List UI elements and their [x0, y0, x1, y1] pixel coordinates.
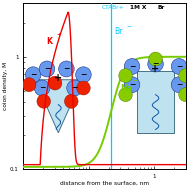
Circle shape [48, 76, 62, 90]
Circle shape [34, 80, 50, 96]
Circle shape [39, 61, 55, 77]
Text: −: − [30, 70, 36, 79]
Text: −: − [176, 80, 182, 89]
Circle shape [124, 59, 140, 74]
Text: −: − [63, 64, 70, 74]
Polygon shape [137, 71, 174, 133]
Circle shape [64, 94, 78, 108]
Text: −: − [39, 84, 45, 93]
Circle shape [124, 77, 140, 93]
Circle shape [76, 67, 91, 83]
Text: −: − [129, 80, 135, 89]
Text: Na: Na [120, 84, 132, 93]
Circle shape [148, 56, 163, 72]
Text: −: − [176, 62, 182, 71]
Circle shape [37, 94, 50, 108]
Text: K: K [46, 37, 52, 46]
Circle shape [77, 81, 90, 95]
Text: −: − [152, 60, 159, 68]
Text: +: + [152, 64, 160, 74]
Circle shape [171, 59, 187, 74]
Text: +: + [132, 78, 137, 83]
Text: Br: Br [114, 27, 122, 36]
Circle shape [179, 69, 189, 83]
Circle shape [149, 52, 162, 66]
Polygon shape [35, 80, 82, 133]
Circle shape [171, 77, 187, 93]
Text: CTABr+: CTABr+ [101, 5, 124, 10]
Y-axis label: coion density, M: coion density, M [3, 62, 9, 110]
Circle shape [59, 61, 74, 77]
Circle shape [22, 78, 36, 92]
Text: Br: Br [158, 5, 165, 10]
Text: −: − [44, 64, 50, 74]
Circle shape [179, 88, 189, 102]
Text: −: − [71, 84, 78, 93]
Circle shape [25, 67, 41, 83]
Text: −: − [127, 23, 132, 28]
Circle shape [119, 69, 132, 83]
Circle shape [119, 88, 132, 102]
Text: 1M X: 1M X [130, 5, 147, 10]
Text: −: − [129, 62, 135, 71]
Text: +: + [54, 73, 62, 83]
Text: +: + [57, 32, 61, 37]
X-axis label: distance from the surface, nm: distance from the surface, nm [60, 180, 149, 186]
Text: −: − [80, 70, 87, 79]
Circle shape [67, 80, 82, 96]
